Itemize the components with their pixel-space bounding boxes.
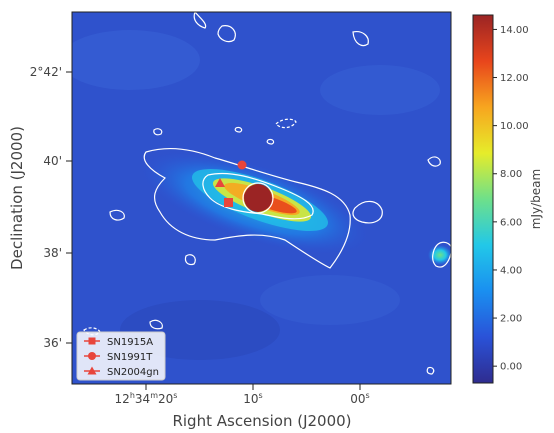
galaxy-nucleus (244, 184, 272, 212)
contour-east-1 (427, 156, 441, 167)
noise-patch (260, 275, 400, 325)
legend-square-marker (88, 337, 96, 345)
legend-entry-sn2004gn: SN2004gn (84, 366, 159, 378)
colorbar-tick-label: 12.00 (500, 73, 529, 84)
legend-triangle-marker (87, 366, 97, 375)
colorbar-tick-label: 4.00 (500, 265, 522, 276)
x-axis-title: Right Ascension (J2000) (172, 412, 351, 430)
contour-south-2 (149, 319, 163, 330)
colorbar-tick-label: 2.00 (500, 314, 522, 325)
y-axis: 2°42' 40' 38' 36' Declination (J2000) (8, 65, 72, 350)
colorbar-title: mJy/beam (529, 169, 543, 229)
noise-patch (320, 65, 440, 115)
noise-patch (72, 30, 200, 90)
plot-frame (71, 11, 452, 385)
compact-source (428, 245, 451, 265)
legend-circle-marker (88, 352, 96, 360)
x-axis: 12h34m20s 10s 00s Right Ascension (J2000… (115, 384, 370, 430)
contour-group (83, 12, 451, 375)
contour-small-1 (153, 128, 163, 136)
image-plot (72, 12, 451, 384)
contour-mid (202, 172, 314, 220)
colorbar-tick-label: 0.00 (500, 362, 522, 373)
contour-negative-1 (275, 118, 297, 129)
contour-east-2 (432, 241, 451, 268)
legend-label: SN1991T (107, 352, 153, 363)
colorbar-tick-label: 14.00 (500, 25, 529, 36)
contour-small-3 (266, 138, 275, 145)
y-tick-label: 2°42' (30, 65, 62, 79)
legend-entry-sn1915a: SN1915A (84, 337, 153, 348)
marker-sn2004gn (215, 178, 225, 187)
contour-small-2 (234, 126, 243, 133)
contour-blob-east (352, 200, 383, 224)
contour-west-1 (109, 209, 125, 221)
legend-label: SN2004gn (107, 367, 159, 378)
colorbar: 0.00 2.00 4.00 6.00 8.00 10.00 12.00 14.00 mJy/… (472, 14, 543, 384)
contour-core (242, 182, 274, 214)
legend-box (76, 331, 166, 381)
y-tick-label: 40' (43, 154, 62, 168)
y-tick-label: 36' (43, 336, 62, 350)
colorbar-tick-label: 6.00 (500, 217, 522, 228)
marker-sn1991t (237, 160, 247, 170)
contour-south-3 (426, 366, 435, 375)
legend-entry-sn1991t: SN1991T (84, 352, 153, 363)
y-tick-label: 38' (43, 246, 62, 260)
colorbar-strip (472, 14, 494, 384)
marker-sn1915a (224, 198, 233, 207)
contour-south-1 (184, 254, 196, 266)
contour-top-2 (217, 25, 236, 43)
x-tick-label-ra-10s: 10s (243, 391, 262, 406)
x-tick-label-ra-00s: 00s (350, 391, 369, 406)
colorbar-ticks: 0.00 2.00 4.00 6.00 8.00 10.00 12.00 14.00 (493, 25, 529, 373)
legend: SN1915A SN1991T SN2004gn (76, 331, 166, 381)
supernova-markers (215, 160, 247, 207)
colorbar-tick-label: 10.00 (500, 121, 529, 132)
legend-label: SN1915A (107, 337, 153, 348)
contour-top-1 (193, 12, 207, 29)
x-tick-label-ra-20s: 12h34m20s (115, 391, 178, 406)
y-axis-title: Declination (J2000) (8, 126, 26, 270)
colorbar-tick-label: 8.00 (500, 169, 522, 180)
contour-outer (143, 148, 351, 269)
contour-top-3 (352, 31, 369, 47)
